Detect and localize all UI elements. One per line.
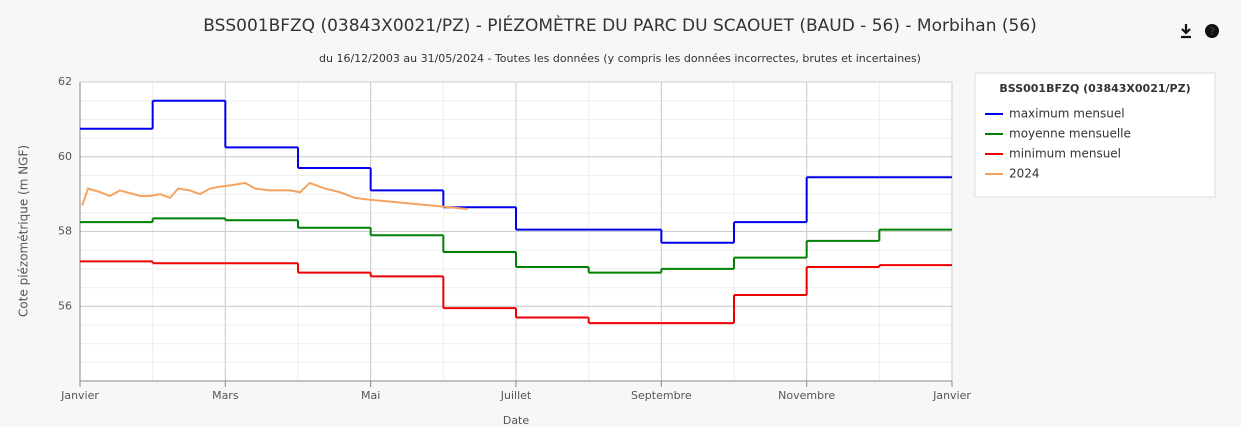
x-tick-label: Mai bbox=[361, 389, 380, 402]
legend bbox=[974, 72, 1216, 198]
x-tick-label: Septembre bbox=[631, 389, 692, 402]
y-tick-label: 56 bbox=[58, 299, 72, 312]
y-tick-label: 60 bbox=[58, 150, 72, 163]
download-icon[interactable] bbox=[1181, 24, 1191, 39]
help-circle bbox=[1205, 24, 1219, 38]
y-tick-label: 58 bbox=[58, 225, 72, 238]
legend-label: minimum mensuel bbox=[1009, 147, 1121, 161]
y-tick-label: 62 bbox=[58, 75, 72, 88]
legend-label: 2024 bbox=[1009, 167, 1040, 181]
x-tick-label: Mars bbox=[212, 389, 239, 402]
x-tick-label: Janvier bbox=[932, 389, 971, 402]
x-tick-label: Novembre bbox=[778, 389, 835, 402]
legend-label: maximum mensuel bbox=[1009, 107, 1125, 121]
x-tick-label: Janvier bbox=[60, 389, 99, 402]
download-glyph bbox=[1181, 24, 1191, 39]
chart-title: BSS001BFZQ (03843X0021/PZ) - PIÉZOMÈTRE … bbox=[203, 14, 1037, 36]
legend-title: BSS001BFZQ (03843X0021/PZ) bbox=[999, 82, 1190, 95]
line-series bbox=[81, 181, 469, 211]
y-axis-label: Cote piézométrique (m NGF) bbox=[17, 145, 31, 317]
x-tick-label: Juillet bbox=[500, 389, 532, 402]
x-axis-label: Date bbox=[503, 414, 530, 427]
help-icon[interactable]: ? bbox=[1205, 24, 1219, 38]
chart-subtitle: du 16/12/2003 au 31/05/2024 - Toutes les… bbox=[319, 52, 921, 65]
help-glyph: ? bbox=[1209, 25, 1215, 38]
legend-label: moyenne mensuelle bbox=[1009, 127, 1131, 141]
